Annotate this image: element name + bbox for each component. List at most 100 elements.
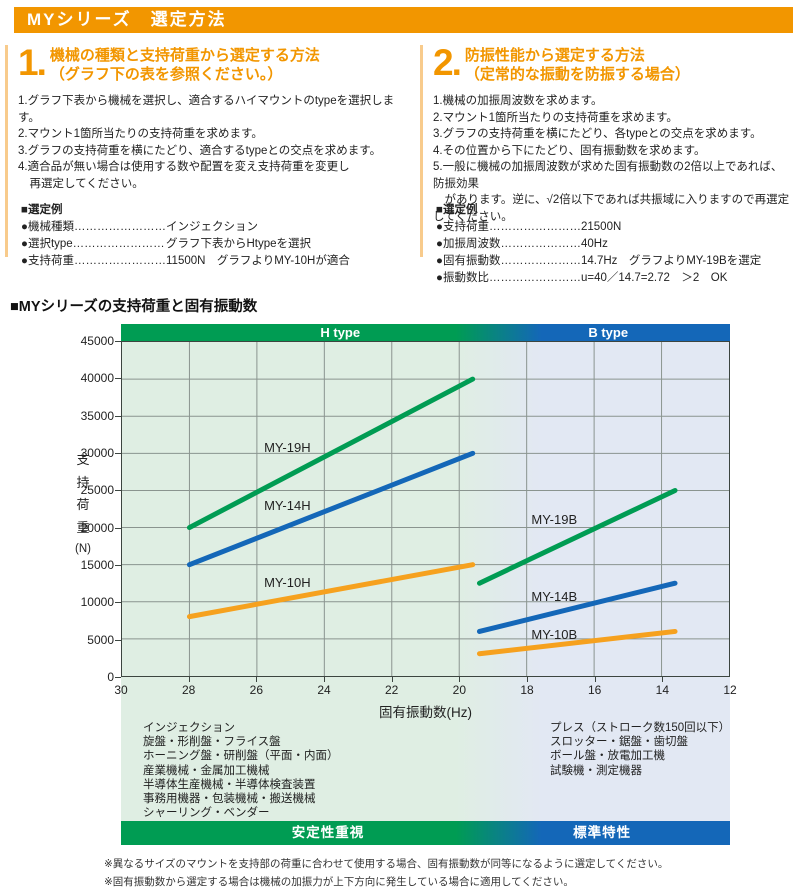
characteristic-bar: 安定性重視 標準特性 [121, 821, 730, 845]
y-axis-title-char: 持 [76, 474, 90, 490]
x-tick-label: 26 [249, 683, 263, 697]
series-line-MY-19H [186, 376, 476, 531]
example-row: ●振動数比……………………………………u=40／14.7=2.72 ＞2 OK [436, 270, 761, 287]
b-type-label: B type [588, 325, 629, 340]
y-tick-mark [115, 490, 121, 492]
y-tick-label: 10000 [80, 595, 114, 610]
example-row-value: グラフ下表からHtypeを選択 [166, 238, 312, 250]
text-line: 事務用機器・包装機械・搬送機械 [143, 793, 316, 806]
text-line: ボール盤・放電加工機 [550, 750, 665, 763]
text-line: 試験機・測定機器 [550, 764, 642, 777]
x-tick-label: 14 [655, 683, 669, 697]
text-line: 2.マウント1箇所当たりの支持荷重を求めます。 [18, 128, 263, 140]
text-line: 2.マウント1箇所当たりの支持荷重を求めます。 [433, 111, 678, 124]
series-label-MY-10H: MY-10H [264, 574, 311, 590]
text-line: スロッター・鋸盤・歯切盤 [550, 736, 688, 749]
y-tick-label: 45000 [80, 334, 114, 348]
y-axis-title-char: 支 [76, 452, 90, 467]
y-tick-label: 0 [107, 670, 114, 684]
example-row: ●加振周波数……………………………………40Hz [436, 236, 761, 253]
section-2-title-line2: （定常的な振動を防振する場合） [464, 66, 690, 83]
text-line: 1.機械の加振周波数を求めます。 [433, 95, 603, 107]
example-row-value: インジェクション [166, 221, 258, 233]
section-2-heading: 2. 防振性能から選定する方法 （定常的な振動を防振する場合） [433, 42, 792, 84]
text-line: 旋盤・形削盤・フライス盤 [143, 736, 281, 749]
example-row-label: ●機械種類…………………………………… [21, 221, 166, 233]
y-axis-unit: (N) [75, 543, 91, 555]
y-axis-title: 支持荷重 (N) [68, 449, 98, 560]
example-row-label: ●振動数比…………………………………… [436, 272, 581, 284]
series-line-MY-14H [186, 450, 476, 568]
example-2-title: ■選定例 [436, 204, 478, 216]
x-tick-mark [662, 677, 664, 682]
text-line: 3.グラフの支持荷重を横にたどり、各typeとの交点を求めます。 [433, 128, 762, 140]
text-line: 1.グラフ下表から機械を選択し、適合するハイマウントのtypeを選択します。 [18, 95, 395, 124]
y-tick-label: 35000 [80, 408, 114, 423]
x-tick-mark [527, 677, 528, 682]
type-header-bar: H type B type [121, 324, 730, 341]
x-tick-label: 18 [520, 683, 534, 697]
text-line: ホーニング盤・研削盤（平面・内面） [143, 750, 339, 763]
example-row-label: ●固有振動数…………………………………… [436, 255, 581, 267]
text-line: 3.グラフの支持荷重を横にたどり、適合するtypeとの交点を求めます。 [18, 144, 382, 157]
section-method-2: 2. 防振性能から選定する方法 （定常的な振動を防振する場合） 1.機械の加振周… [420, 42, 792, 284]
text-line: 産業機械・金属加工機械 [143, 764, 270, 777]
example-row-label: ●支持荷重…………………………………… [21, 255, 166, 267]
page-title-banner: MYシリーズ 選定方法 [14, 7, 793, 33]
x-tick-mark [594, 677, 596, 682]
section-method-1: 1. 機械の種類と支持荷重から選定する方法 （グラフ下の表を参照ください。） 1… [5, 44, 397, 267]
series-line-MY-14B [476, 580, 678, 634]
section-1-example: ■選定例 ●機械種類……………………………………インジェクション●選択type…… [21, 202, 350, 270]
b-type-machine-list: プレス（ストローク数150回以下） スロッター・鋸盤・歯切盤 ボール盤・放電加工機試… [550, 721, 730, 778]
example-row-label: ●加振周波数…………………………………… [436, 238, 581, 250]
chart-section-title: ■MYシリーズの支持荷重と固有振動数 [10, 299, 258, 315]
example-row-label: ●支持荷重…………………………………… [436, 221, 581, 233]
y-tick-label: 40000 [80, 371, 114, 386]
y-tick-label: 20000 [80, 520, 114, 535]
example-row-value: 40Hz [581, 238, 608, 250]
series-label-MY-14H: MY-14H [264, 498, 311, 514]
x-tick-label: 20 [452, 683, 466, 697]
series-label-MY-14B: MY-14B [531, 589, 578, 605]
example-1-title: ■選定例 [21, 204, 63, 216]
footnote-1: ※異なるサイズのマウントを支持部の荷重に合わせて使用する場合、固有振動数が同等に… [104, 858, 669, 870]
x-tick-mark [391, 677, 393, 682]
text-line: 5.一般に機械の加振周波数が求めた固有振動数の2倍以上であれば、防振効果 [433, 161, 783, 190]
y-tick-mark [115, 639, 121, 641]
x-tick-mark [256, 677, 258, 682]
y-tick-mark [115, 378, 121, 380]
standard-characteristic-label: 標準特性 [573, 825, 632, 840]
chart-plot-area: MY-19H MY-14H MY-10H MY-19B MY-14B MY-10B [121, 341, 730, 677]
y-tick-mark [115, 602, 121, 604]
x-axis-title: 固有振動数(Hz) [379, 705, 472, 720]
x-tick-label: 28 [181, 683, 196, 697]
x-tick-mark [459, 677, 461, 682]
stability-priority-label: 安定性重視 [291, 825, 365, 840]
y-axis-title-char: 重 [76, 519, 90, 535]
x-tick-label: 12 [723, 683, 737, 697]
y-tick-mark [115, 527, 121, 529]
series-line-MY-10H [186, 562, 476, 620]
example-row: ●支持荷重……………………………………11500N グラフよりMY-10Hが適合 [21, 253, 350, 270]
text-line: プレス（ストローク数150回以下） [550, 722, 731, 734]
section-1-steps: 1.グラフ下表から機械を選択し、適合するハイマウントのtypeを選択します。 2.… [18, 93, 397, 192]
x-tick-label: 30 [114, 683, 128, 697]
section-2-number: 2. [433, 42, 462, 83]
series-label-MY-19H: MY-19H [264, 439, 311, 455]
example-row: ●固有振動数……………………………………14.7Hz グラフよりMY-19Bを選… [436, 253, 761, 270]
series-line-MY-19B [476, 487, 678, 586]
y-tick-mark [115, 677, 121, 678]
chart-svg [122, 342, 729, 676]
footnote-2: ※固有振動数から選定する場合は機械の加振力が上下方向に発生している場合に適用して… [104, 876, 574, 888]
example-row-value: 21500N [581, 221, 622, 233]
y-tick-label: 5000 [87, 632, 114, 647]
section-2-steps: 1.機械の加振周波数を求めます。 2.マウント1箇所当たりの支持荷重を求めます。 3… [433, 93, 792, 225]
text-line: 4.その位置から下にたどり、固有振動数を求めます。 [433, 144, 706, 157]
section-2-example: ■選定例 ●支持荷重……………………………………21500N●加振周波数…………… [436, 202, 761, 287]
text-line: シャーリング・ベンダー [143, 807, 270, 820]
y-tick-mark [115, 453, 121, 454]
y-tick-label: 15000 [80, 558, 114, 572]
series-line-MY-10B [476, 628, 678, 657]
section-2-title-line1: 防振性能から選定する方法 [464, 47, 645, 64]
